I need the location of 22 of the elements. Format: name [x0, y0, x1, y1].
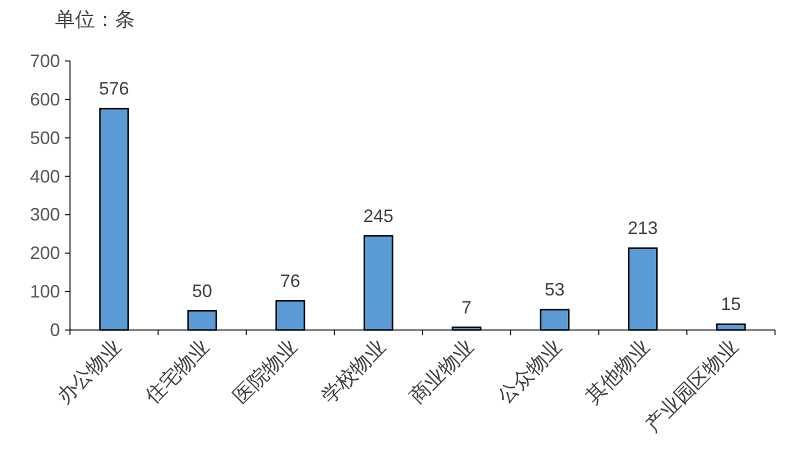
- y-tick-label: 100: [30, 282, 60, 302]
- data-label: 76: [280, 270, 300, 291]
- x-tick-label: 商业物业: [406, 336, 478, 408]
- y-tick-label: 600: [30, 89, 60, 110]
- x-tick-label: 公众物业: [494, 336, 566, 408]
- x-tick-label: 医院物业: [230, 336, 302, 408]
- data-label: 213: [628, 218, 658, 238]
- y-tick-label: 700: [30, 51, 60, 71]
- data-label: 576: [99, 78, 130, 99]
- ylabel: 单位：条: [55, 9, 135, 31]
- y-tick-label: 300: [30, 204, 60, 225]
- data-label: 245: [363, 206, 394, 226]
- y-tick-label: 400: [30, 166, 60, 186]
- y-tick-label: 200: [30, 243, 60, 264]
- data-label: 15: [720, 294, 741, 314]
- x-tick-label: 其他物业: [582, 336, 654, 408]
- data-label: 7: [462, 297, 472, 318]
- x-tick-label: 住宅物业: [140, 335, 214, 409]
- y-tick-label: 500: [30, 128, 60, 148]
- data-label: 53: [544, 280, 565, 300]
- data-label: 50: [192, 280, 212, 301]
- x-tick-label: 学校物业: [318, 336, 390, 408]
